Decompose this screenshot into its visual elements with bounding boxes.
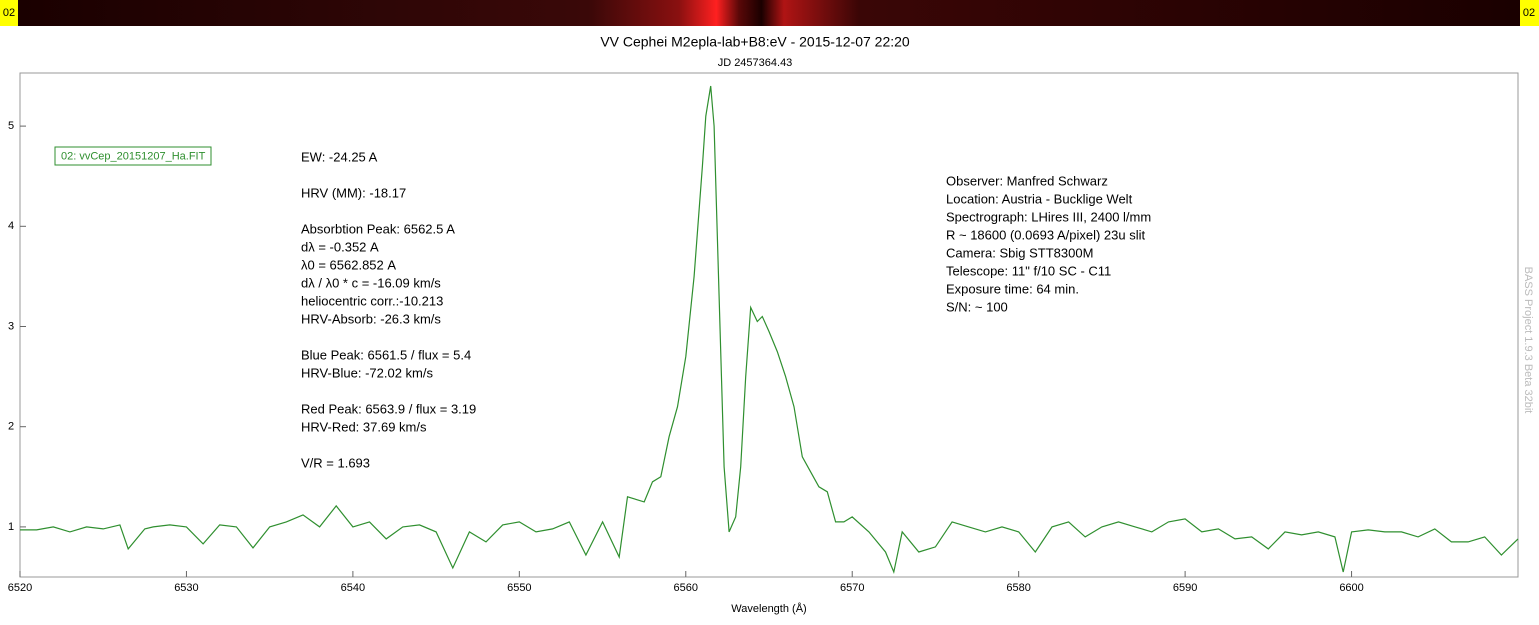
note: HRV (MM): -18.17 [301,185,406,200]
x-tick-label: 6530 [174,582,198,594]
spectrum-strip [18,0,1520,26]
y-tick-label: 2 [8,421,14,433]
x-tick-label: 6590 [1173,582,1197,594]
strip-label-box [0,0,18,26]
note: Red Peak: 6563.9 / flux = 3.19 [301,401,476,416]
note: V/R = 1.693 [301,455,370,470]
observer-info: S/N: ~ 100 [946,299,1008,314]
x-axis-label: Wavelength (Å) [731,602,806,615]
strip-label-box [1520,0,1539,26]
chart-title: VV Cephei M2epla-lab+B8:eV - 2015-12-07 … [600,34,910,50]
x-tick-label: 6580 [1006,582,1030,594]
spectrum-line [20,85,1519,575]
x-tick-label: 6540 [341,582,365,594]
note: Blue Peak: 6561.5 / flux = 5.4 [301,347,471,362]
note: heliocentric corr.:-10.213 [301,293,443,308]
observer-info: Telescope: 11" f/10 SC - C11 [946,263,1111,278]
x-tick-label: 6550 [507,582,531,594]
plot-frame [19,72,1519,578]
strip-label: 02 [3,7,15,19]
y-tick-label: 3 [8,320,14,332]
x-tick-label: 6520 [8,582,32,594]
note: HRV-Red: 37.69 km/s [301,419,427,434]
y-tick-label: 4 [8,220,14,232]
note: dλ = -0.352 A [301,239,379,254]
x-tick-label: 6560 [674,582,698,594]
note: λ0 = 6562.852 A [301,257,396,272]
x-tick-label: 6570 [840,582,864,594]
observer-info: Location: Austria - Bucklige Welt [946,191,1133,206]
y-tick-label: 1 [8,521,14,533]
y-tick-label: 5 [8,120,14,132]
note: EW: -24.25 A [301,149,378,164]
note: HRV-Blue: -72.02 km/s [301,365,433,380]
note: HRV-Absorb: -26.3 km/s [301,311,441,326]
observer-info: Exposure time: 64 min. [946,281,1079,296]
observer-info: Observer: Manfred Schwarz [946,173,1108,188]
chart-subtitle: JD 2457364.43 [718,57,793,69]
observer-info: R ~ 18600 (0.0693 A/pixel) 23u slit [946,227,1145,242]
legend-box [54,146,212,166]
x-tick-label: 6600 [1339,582,1363,594]
legend-label: 02: vvCep_20151207_Ha.FIT [61,150,206,162]
observer-info: Camera: Sbig STT8300M [946,245,1093,260]
note: dλ / λ0 * c = -16.09 km/s [301,275,441,290]
watermark: BASS Project 1.9.3 Beta 32bit [1522,267,1534,414]
note: Absorbtion Peak: 6562.5 A [301,221,455,236]
observer-info: Spectrograph: LHires III, 2400 l/mm [946,209,1151,224]
strip-label: 02 [1523,7,1535,19]
